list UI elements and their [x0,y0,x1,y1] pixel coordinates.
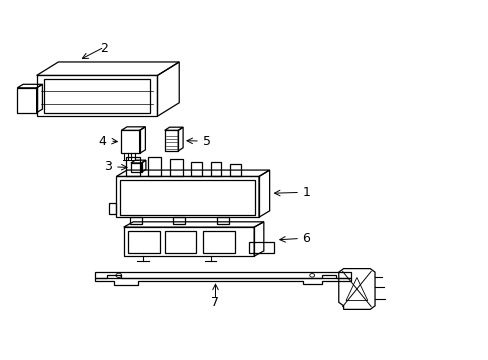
Text: 3: 3 [103,161,111,174]
Text: 6: 6 [302,232,310,245]
Text: 4: 4 [99,135,106,148]
Text: 2: 2 [100,42,108,55]
Text: 7: 7 [211,296,219,309]
Text: 1: 1 [302,186,310,199]
Text: 5: 5 [203,135,211,148]
